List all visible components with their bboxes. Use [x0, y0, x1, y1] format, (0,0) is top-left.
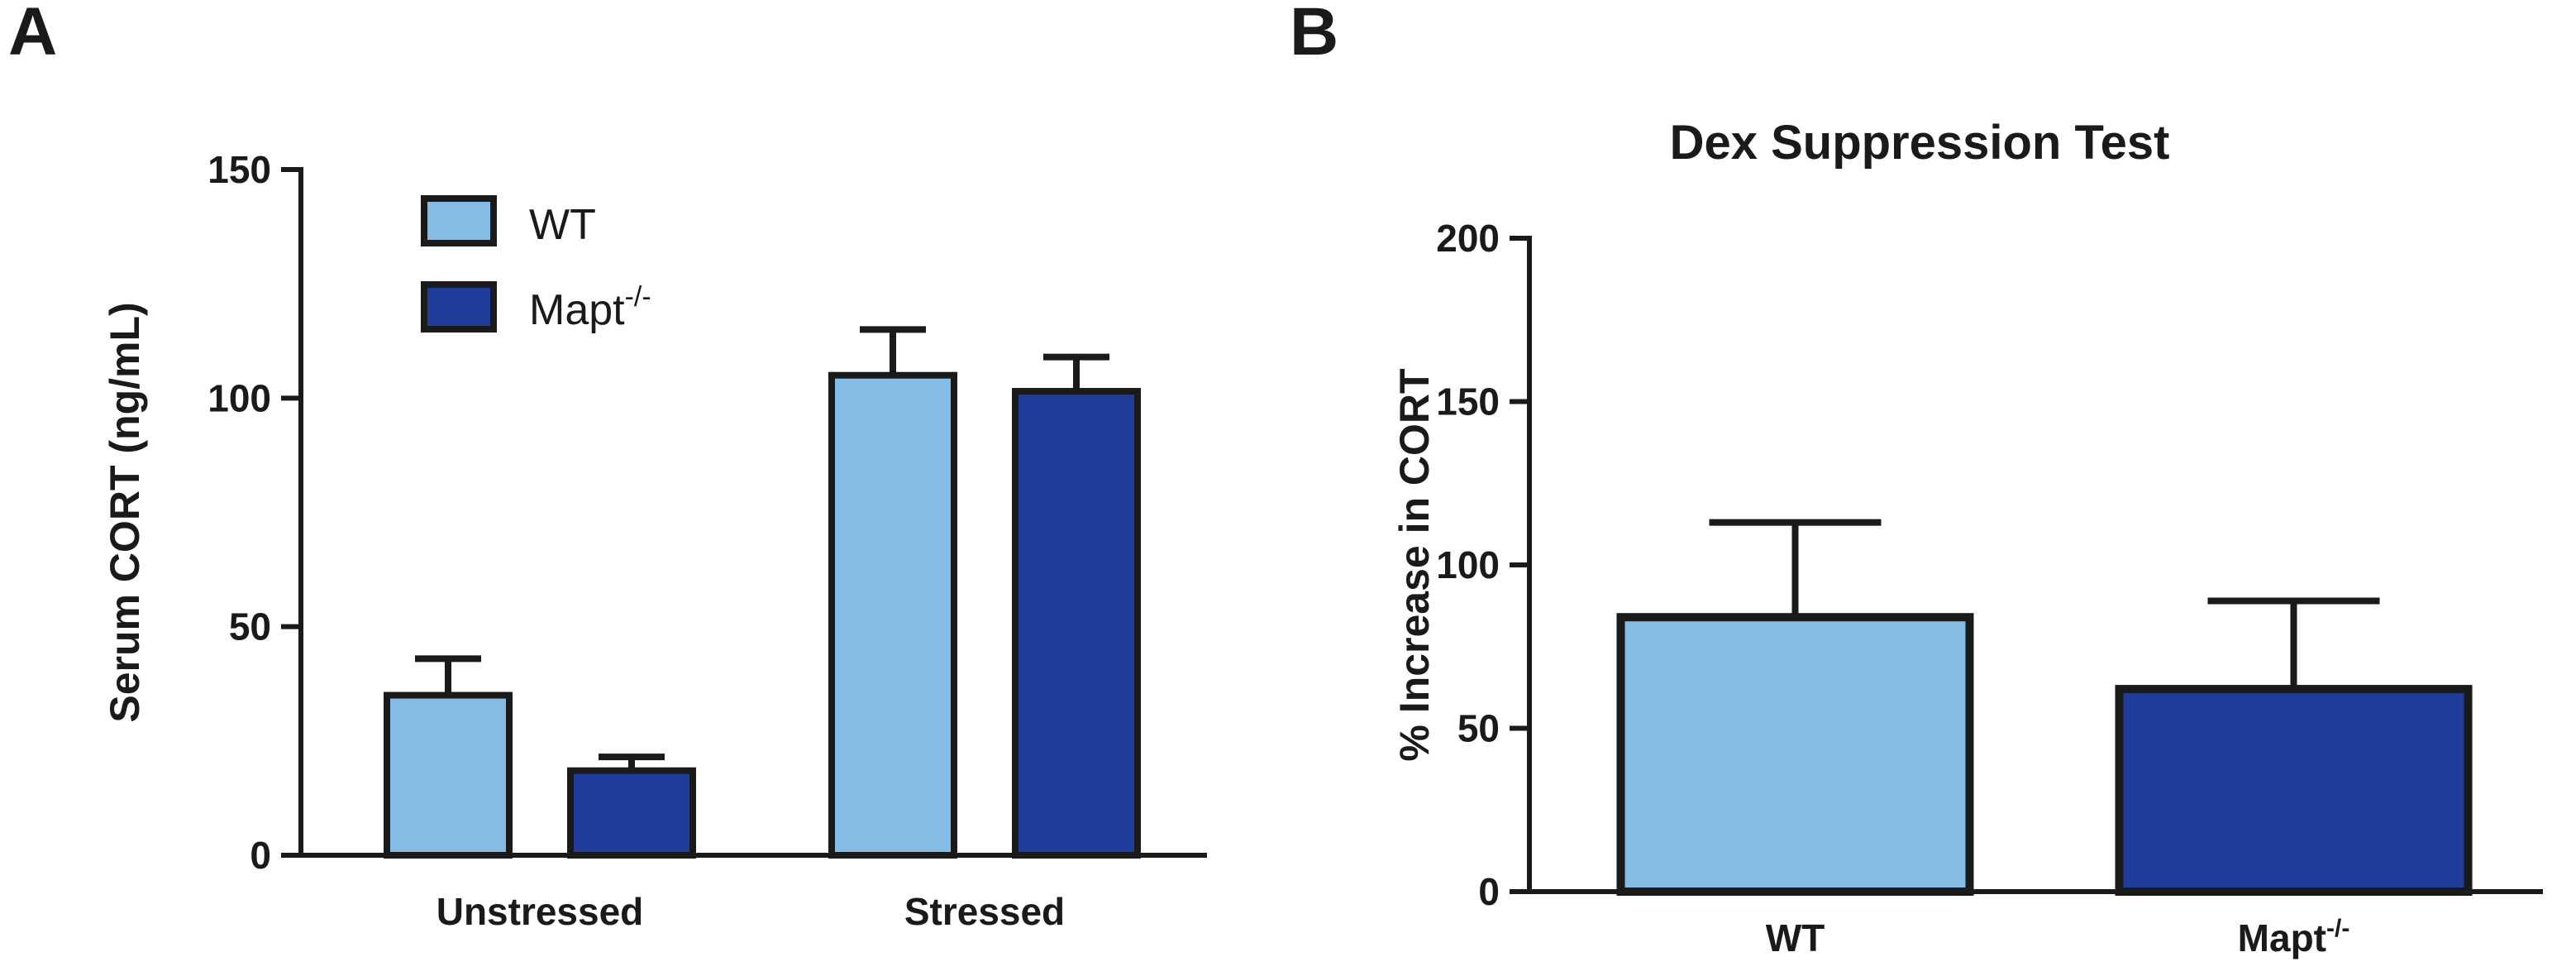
- y-tick-label-a: 100: [208, 376, 271, 419]
- legend: WT Mapt-/-: [421, 195, 651, 334]
- legend-swatch-mapt: [421, 281, 497, 333]
- y-axis-label-b: % Increase in CORT: [1391, 368, 1438, 761]
- bar-a: [384, 691, 513, 859]
- y-axis-label-a: Serum CORT (ng/mL): [102, 302, 148, 722]
- legend-label-wt: WT: [529, 201, 596, 249]
- y-tick-label-b: 0: [1478, 870, 1500, 913]
- chart-b: 0 50 100 150 200 WT Mapt-/-: [1436, 217, 2543, 959]
- bar-a: [1012, 388, 1141, 859]
- bar-a: [828, 371, 957, 859]
- x-tick-label-b: WT: [1766, 916, 1825, 959]
- y-tick-label-b: 100: [1436, 543, 1500, 586]
- y-tick-label-a: 150: [208, 148, 271, 191]
- y-tick-label-a: 0: [250, 834, 271, 877]
- bar-a: [567, 767, 696, 859]
- y-tick-label-b: 150: [1436, 380, 1500, 423]
- y-tick-label-b: 50: [1457, 707, 1500, 750]
- panel-label-a: A: [8, 0, 57, 69]
- chart-a: 0 50 100 150 Unstressed Stressed: [208, 148, 1207, 933]
- bar-b: [2115, 685, 2473, 896]
- y-tick-label-a: 50: [229, 605, 271, 648]
- x-tick-label-b: Mapt-/-: [2238, 915, 2350, 959]
- y-tick-label-b: 200: [1436, 217, 1500, 260]
- panel-label-b: B: [1290, 0, 1338, 69]
- legend-label-mapt: Mapt-/-: [529, 281, 651, 334]
- chart-title-b: Dex Suppression Test: [1670, 116, 2170, 170]
- x-tick-label-a: Unstressed: [436, 890, 644, 933]
- x-tick-label-a: Stressed: [904, 890, 1065, 933]
- legend-swatch-wt: [421, 195, 497, 246]
- bar-b: [1616, 613, 1974, 896]
